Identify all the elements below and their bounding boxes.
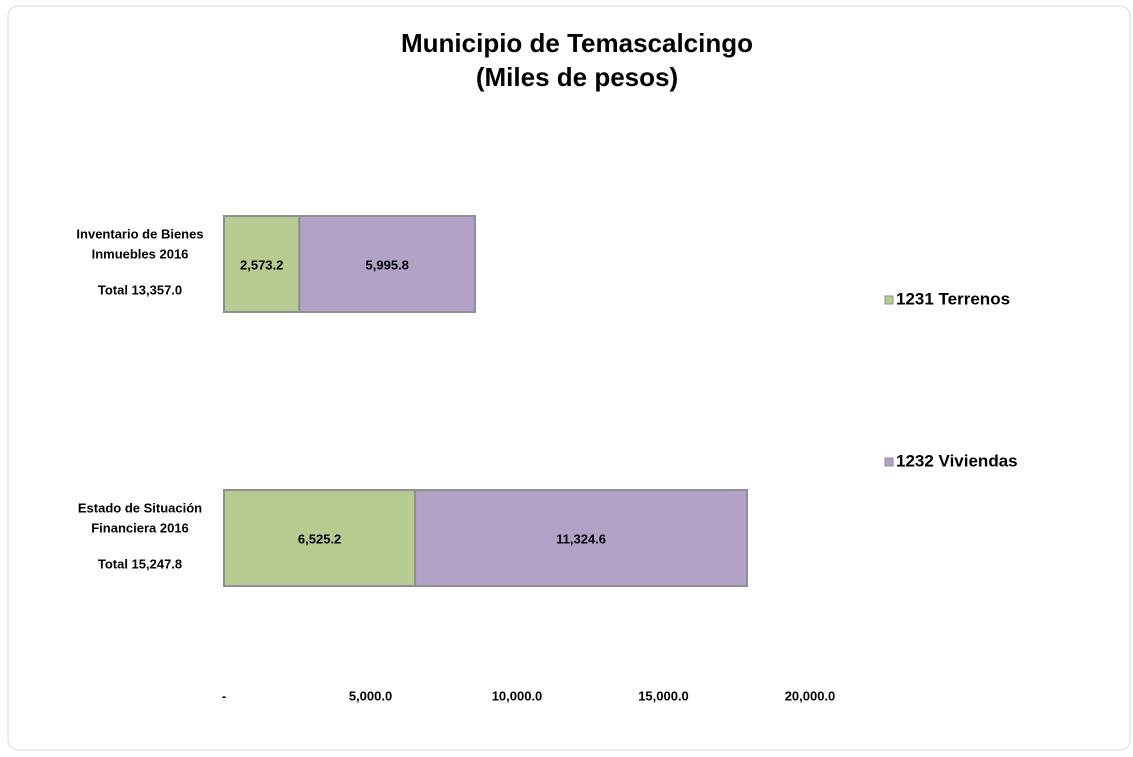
x-tick-label: 10,000.0 xyxy=(492,688,543,703)
data-label: 5,995.8 xyxy=(366,257,409,272)
bar-segment xyxy=(298,215,477,313)
chart-frame xyxy=(7,5,1131,751)
chart-title: (Miles de pesos) xyxy=(476,62,678,92)
category-label: Estado de Situación xyxy=(78,500,202,515)
data-label: 6,525.2 xyxy=(298,531,341,546)
chart-title: Municipio de Temascalcingo xyxy=(401,28,753,58)
category-total: Total 13,357.0 xyxy=(98,282,182,297)
legend-swatch xyxy=(884,295,894,305)
legend-label: 1231 Terrenos xyxy=(896,289,1010,308)
category-label: Inventario de Bienes xyxy=(76,226,203,241)
bar-segment xyxy=(414,489,748,587)
x-tick-label: 15,000.0 xyxy=(638,688,689,703)
legend-swatch xyxy=(884,457,894,467)
x-tick-label: 20,000.0 xyxy=(785,688,836,703)
category-label: Inmuebles 2016 xyxy=(92,246,189,261)
data-label: 2,573.2 xyxy=(240,257,283,272)
legend-label: 1232 Viviendas xyxy=(896,451,1018,470)
category-label: Financiera 2016 xyxy=(91,520,189,535)
category-total: Total 15,247.8 xyxy=(98,556,182,571)
x-tick-label: 5,000.0 xyxy=(349,688,392,703)
bar-segment xyxy=(223,489,417,587)
bar-segment xyxy=(223,215,301,313)
x-tick-label: - xyxy=(222,688,226,703)
data-label: 11,324.6 xyxy=(556,531,606,546)
